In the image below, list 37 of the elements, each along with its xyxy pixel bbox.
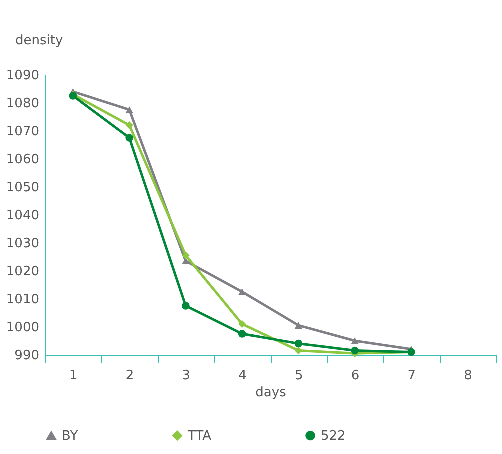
point — [294, 340, 303, 348]
point — [294, 322, 303, 329]
x-axis-title: days — [256, 386, 287, 400]
legend-label: TTA — [187, 428, 212, 444]
legend-label: BY — [62, 429, 78, 444]
point — [126, 134, 134, 142]
point — [126, 122, 134, 130]
y-tick-label: 1060 — [6, 152, 40, 168]
y-tick-label: 1050 — [6, 180, 40, 196]
x-tick-label: 5 — [295, 368, 304, 384]
point — [238, 320, 246, 328]
point — [126, 106, 134, 114]
x-tick-label: 1 — [70, 368, 78, 384]
x-tick-label: 7 — [408, 368, 416, 384]
x-tick-label: 6 — [351, 368, 360, 384]
point — [238, 288, 246, 296]
point — [351, 346, 359, 355]
y-tick-label: 1080 — [6, 96, 40, 112]
y-tick-label: 990 — [14, 348, 40, 364]
point — [182, 252, 190, 260]
y-tick-label: 1040 — [6, 208, 40, 224]
y-tick-label: 1020 — [6, 264, 40, 280]
y-tick-label: 1070 — [6, 124, 40, 140]
y-axis-title: density — [16, 34, 64, 48]
x-tick-label: 2 — [126, 368, 134, 384]
point — [238, 330, 246, 338]
x-tick-label: 8 — [464, 368, 472, 384]
y-tick-label: 1030 — [6, 236, 40, 252]
point — [294, 346, 303, 355]
point — [182, 302, 190, 310]
y-tick-label: 1090 — [6, 68, 40, 84]
x-tick-label: 4 — [238, 368, 247, 384]
y-tick-label: 1010 — [6, 292, 40, 308]
legend-label: 522 — [321, 428, 346, 444]
point — [351, 338, 359, 344]
y-tick-label: 1000 — [6, 320, 40, 336]
x-tick-label: 3 — [182, 368, 191, 384]
